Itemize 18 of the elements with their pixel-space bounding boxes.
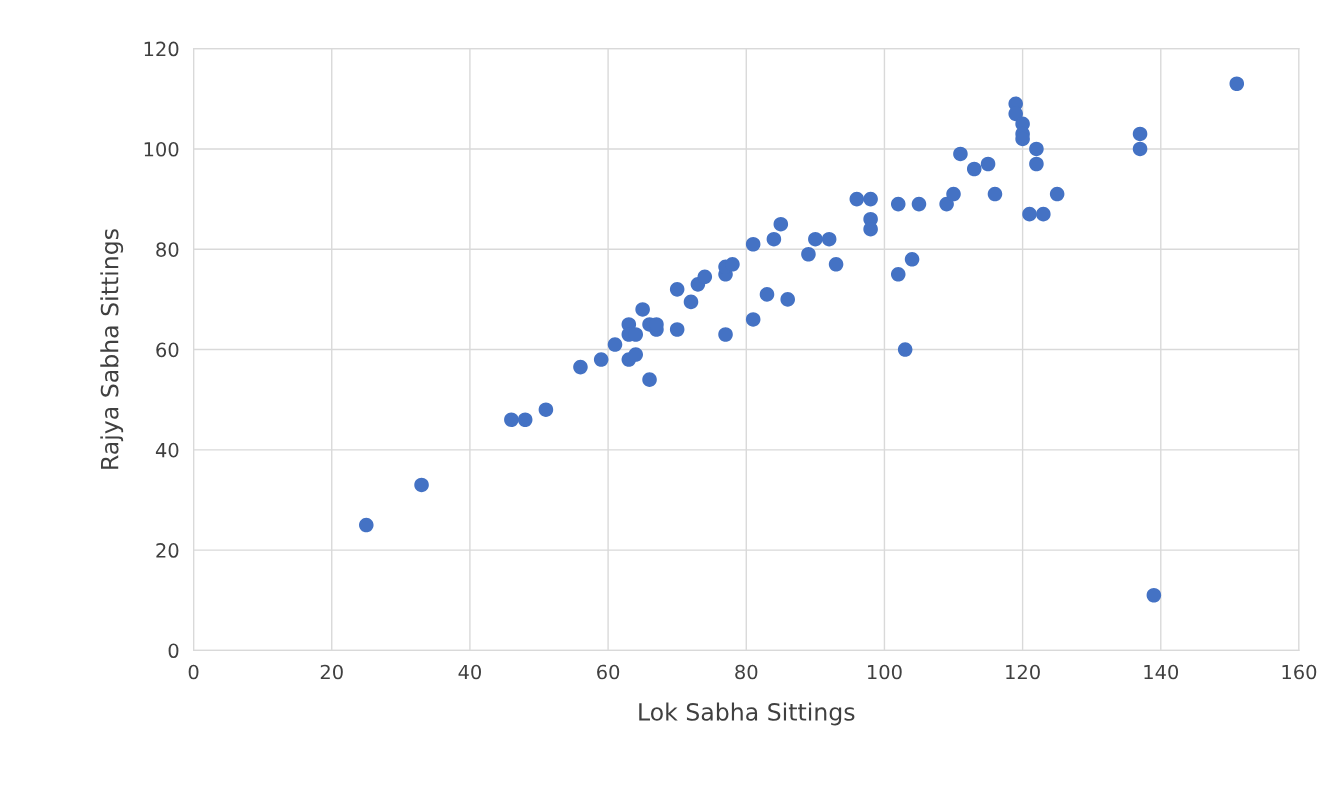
y-tick-label: 60 [156, 342, 179, 358]
y-tick-label: 40 [155, 442, 179, 458]
x-axis-title: Lok Sabha Sittings [639, 702, 855, 726]
x-tick-label: 140 [1144, 664, 1179, 680]
y-tick-label: 120 [144, 41, 179, 57]
x-tick-label: 100 [868, 664, 902, 680]
y-tick-label: 100 [144, 141, 179, 157]
x-tick-label: 60 [597, 664, 620, 680]
y-tick-label: 0 [168, 643, 179, 659]
y-tick-label: 80 [156, 242, 179, 257]
x-tick-label: 160 [1282, 664, 1317, 680]
y-axis-title: Rajya Sabha Sittings [100, 229, 124, 469]
x-tick-label: 80 [735, 664, 758, 680]
y-tick-label: 20 [156, 543, 179, 558]
x-tick-label: 20 [320, 664, 343, 680]
x-tick-label: 120 [1006, 664, 1040, 680]
x-tick-label: 0 [188, 664, 199, 680]
x-tick-label: 40 [458, 664, 481, 680]
